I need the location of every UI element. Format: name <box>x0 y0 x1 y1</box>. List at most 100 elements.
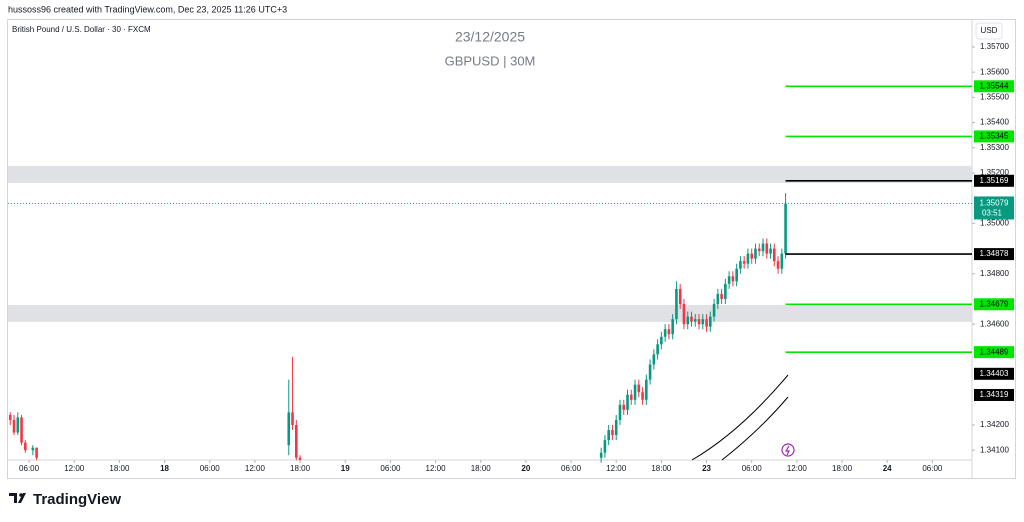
candle-body <box>24 442 27 451</box>
symbol: British Pound / U.S. Dollar · 30 · FXCM <box>12 25 151 34</box>
candle-body <box>690 316 693 322</box>
level-label-box <box>974 298 1014 311</box>
candle-body <box>757 248 761 252</box>
x-tick-label: 06:00 <box>742 464 763 473</box>
level-label-box <box>974 367 1014 380</box>
level-label-box <box>974 248 1014 261</box>
candle-body <box>712 304 716 317</box>
x-tick-label: 06:00 <box>380 464 401 473</box>
x-tick-label: 18:00 <box>832 464 853 473</box>
candle-body <box>701 319 705 325</box>
x-tick-label: 18:00 <box>290 464 311 473</box>
chart-subtitle: GBPUSD | 30M <box>445 53 536 68</box>
x-tick-label: 19 <box>341 464 350 473</box>
candle-body <box>652 354 656 365</box>
event-icon[interactable] <box>781 443 795 457</box>
level-label: 1.34403 <box>980 369 1009 378</box>
candle-body <box>633 384 637 400</box>
candle-body <box>739 261 742 269</box>
candle-body <box>735 268 738 282</box>
x-tick-label: 12:00 <box>426 464 447 473</box>
candle-body <box>784 203 787 254</box>
x-tick-label: 20 <box>521 464 530 473</box>
level-label-box <box>974 388 1014 401</box>
x-tick-label: 18 <box>160 464 169 473</box>
candle-body <box>776 261 780 269</box>
y-tick-label: 1.34600 <box>980 319 1009 328</box>
level-label: 1.34489 <box>980 347 1009 356</box>
candle-body <box>769 248 772 254</box>
candle-body <box>671 319 674 335</box>
candle-body <box>765 243 769 254</box>
level-label-box <box>974 174 1014 187</box>
y-tick-label: 1.35200 <box>980 168 1009 177</box>
candle-body <box>697 319 701 325</box>
candle-body <box>693 319 697 322</box>
candle-body <box>294 424 298 458</box>
x-tick-label: 24 <box>883 464 892 473</box>
x-tick-label: 06:00 <box>19 464 40 473</box>
candle-body <box>291 412 294 425</box>
candle-body <box>298 457 302 461</box>
y-tick-label: 1.34100 <box>980 445 1009 454</box>
level-label: 1.35169 <box>980 176 1009 185</box>
x-tick-label: 18:00 <box>471 464 492 473</box>
candle-body <box>746 253 750 264</box>
last-price-label: 1.35079 <box>980 199 1009 208</box>
candle-body <box>678 288 682 305</box>
y-tick-label: 1.34800 <box>980 269 1009 278</box>
candle-body <box>20 417 23 443</box>
candle-body <box>686 316 690 325</box>
event-icon-bolt <box>784 445 790 456</box>
y-tick-label: 1.35600 <box>980 67 1009 76</box>
candle-body <box>720 293 723 299</box>
y-tick-label: 1.35400 <box>980 118 1009 127</box>
candle-body <box>637 384 641 393</box>
candle-body <box>8 414 12 420</box>
y-tick-label: 1.35000 <box>980 218 1009 227</box>
level-label-box <box>974 130 1014 143</box>
level-label: 1.34878 <box>980 249 1009 258</box>
candle-body <box>750 253 754 259</box>
candle-body <box>16 417 20 433</box>
candle-body <box>667 329 671 335</box>
candle-body <box>731 276 735 282</box>
candle-body <box>599 452 603 458</box>
candle-body <box>705 319 708 327</box>
y-tick-label: 1.35700 <box>980 42 1009 51</box>
candle-body <box>648 364 652 380</box>
zone <box>8 165 972 184</box>
x-tick-label: 18:00 <box>109 464 130 473</box>
x-tick-label: 12:00 <box>245 464 266 473</box>
candle-body <box>31 447 35 451</box>
channel-line <box>721 396 789 461</box>
logo-text: TradingView <box>33 491 121 508</box>
candle-body <box>614 419 618 436</box>
candle-body <box>660 336 663 345</box>
x-tick-label: 12:00 <box>787 464 808 473</box>
candle-body <box>641 392 644 400</box>
candle-body <box>603 440 607 453</box>
candle-body <box>727 276 731 284</box>
candle-body <box>663 329 667 337</box>
candle-body <box>772 248 776 262</box>
level-label-box <box>974 80 1014 93</box>
currency-box[interactable] <box>975 22 1003 40</box>
channel-line <box>691 374 789 461</box>
header: hussoss96 created with TradingView.com, … <box>8 4 287 14</box>
candle-body <box>761 243 765 252</box>
candle-body <box>611 430 614 436</box>
level-label: 1.35544 <box>980 81 1009 90</box>
candle-body <box>618 404 622 420</box>
y-tick-label: 1.35300 <box>980 143 1009 152</box>
candle-body <box>724 283 727 299</box>
x-tick-label: 12:00 <box>64 464 85 473</box>
candle-body <box>742 261 746 264</box>
candle-body <box>626 394 629 410</box>
candle-body <box>622 404 626 410</box>
x-tick-label: 06:00 <box>561 464 582 473</box>
plot <box>8 165 972 463</box>
